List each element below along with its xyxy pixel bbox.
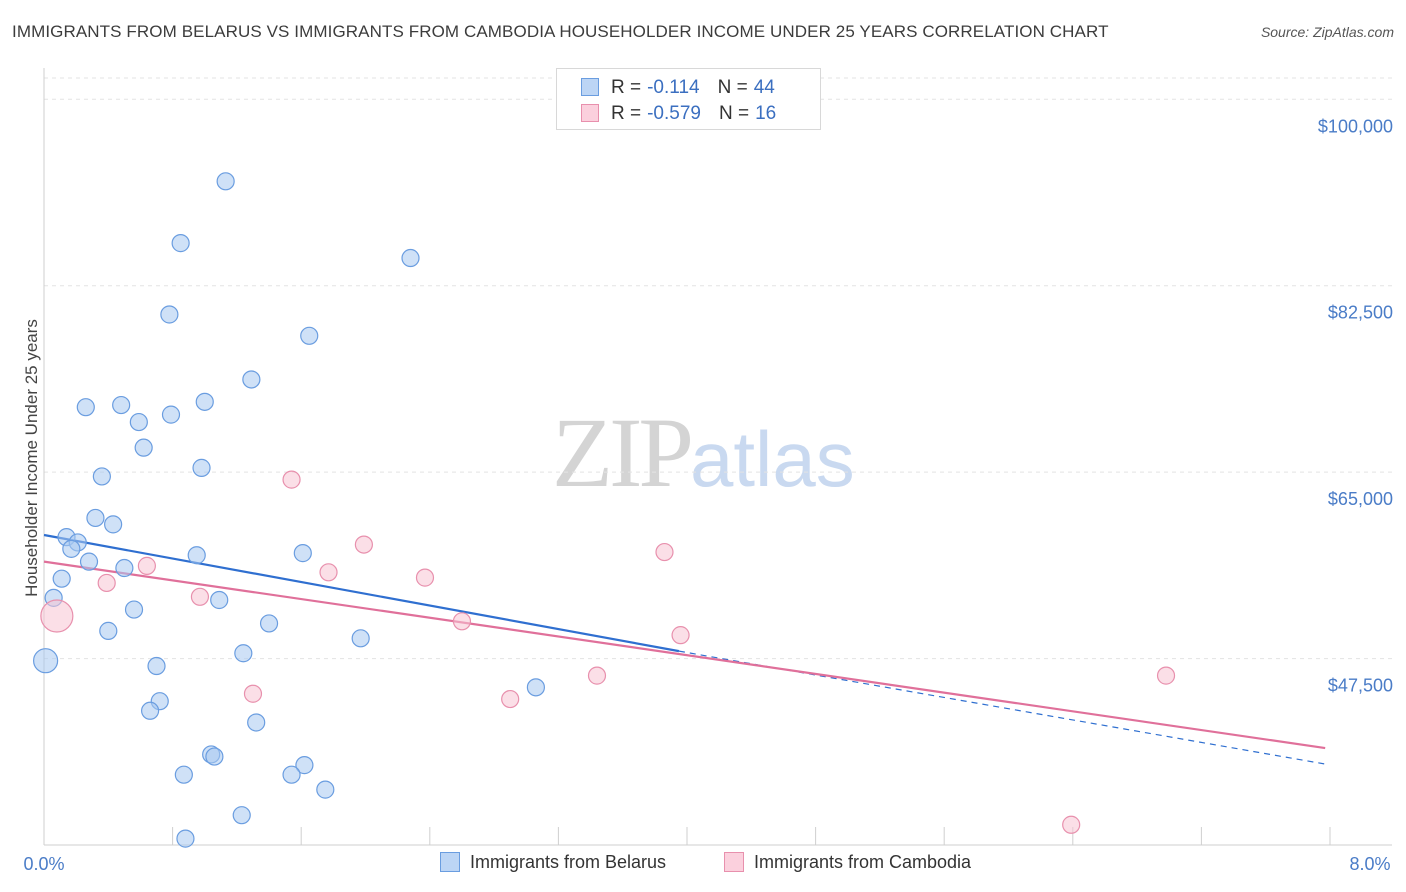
x-tick-label-min: 0.0%	[23, 854, 64, 874]
y-tick-label: $82,500	[1328, 303, 1393, 323]
legend-r-label: R =	[611, 77, 642, 98]
zipatlas-watermark: ZIPatlas	[552, 395, 855, 510]
point-belarus	[33, 648, 59, 674]
point-belarus	[293, 544, 312, 563]
label-layer: $100,000 $82,500 $65,000 $47,500 0.0% 8.0% Hou…	[22, 116, 1393, 874]
legend-label-cambodia: Immigrants from Cambodia	[754, 852, 972, 872]
point-belarus	[174, 765, 193, 784]
point-belarus	[234, 644, 253, 663]
legend-n-label: N =	[718, 103, 750, 124]
point-belarus	[161, 405, 181, 424]
trend-layer	[43, 533, 1326, 765]
point-belarus	[99, 621, 118, 640]
point-cambodia	[452, 612, 472, 631]
point-cambodia	[137, 556, 156, 575]
point-belarus	[232, 806, 251, 825]
point-belarus	[295, 756, 314, 775]
point-cambodia	[587, 666, 607, 685]
y-tick-label: $47,500	[1328, 676, 1393, 696]
point-belarus	[112, 395, 131, 415]
legend-n-value-belarus: 44	[753, 77, 775, 98]
point-belarus	[300, 326, 319, 345]
legend-swatch-cambodia	[724, 852, 744, 872]
points-layer	[33, 172, 1176, 848]
trend-line-belarus	[43, 533, 680, 653]
point-cambodia	[415, 568, 435, 587]
point-belarus	[62, 539, 81, 558]
point-belarus	[171, 234, 190, 253]
point-belarus	[79, 552, 99, 571]
legend-item-belarus: Immigrants from Belarus	[440, 852, 666, 873]
legend-swatch-belarus	[581, 78, 599, 96]
point-belarus	[147, 656, 166, 676]
legend-row-cambodia: R = -0.579 N = 16	[581, 103, 776, 127]
watermark-zip: ZIP	[552, 397, 694, 508]
point-cambodia	[1156, 666, 1176, 685]
y-tick-label: $100,000	[1318, 116, 1393, 136]
point-belarus	[282, 765, 301, 784]
point-belarus	[176, 829, 195, 848]
point-belarus	[160, 305, 179, 324]
point-cambodia	[40, 599, 74, 633]
legend-row-belarus: R = -0.114 N = 44	[581, 77, 775, 101]
legend-swatch-belarus	[440, 852, 460, 872]
point-belarus	[124, 600, 144, 619]
point-cambodia	[243, 684, 263, 703]
point-belarus	[92, 467, 111, 486]
legend-n-value-cambodia: 16	[755, 103, 777, 124]
point-belarus	[52, 569, 71, 588]
point-belarus	[134, 438, 153, 457]
point-belarus	[526, 678, 545, 697]
point-belarus	[242, 370, 261, 389]
legend-r-value-cambodia: -0.579	[647, 103, 701, 124]
watermark-atlas: atlas	[690, 415, 855, 503]
point-belarus	[205, 747, 224, 766]
point-belarus	[210, 590, 229, 610]
point-cambodia	[319, 563, 338, 582]
point-belarus	[259, 614, 279, 633]
legend-r-value-belarus: -0.114	[647, 77, 700, 98]
point-belarus	[247, 713, 266, 732]
point-belarus	[195, 392, 214, 411]
chart-title: IMMIGRANTS FROM BELARUS VS IMMIGRANTS FR…	[12, 22, 1109, 41]
point-belarus	[192, 458, 211, 477]
point-belarus	[115, 558, 134, 578]
point-belarus	[216, 172, 235, 191]
y-axis-label: Householder Income Under 25 years	[22, 319, 41, 597]
legend-r-label: R =	[611, 103, 642, 124]
legend-n-label: N =	[717, 77, 748, 98]
legend-swatch-cambodia	[581, 104, 599, 122]
point-cambodia	[671, 626, 690, 645]
point-belarus	[351, 629, 370, 648]
stats-legend: R = -0.114 N = 44 R = -0.579 N = 16	[556, 68, 821, 130]
point-cambodia	[655, 542, 674, 562]
point-belarus	[76, 398, 95, 417]
x-tick-label-max: 8.0%	[1349, 854, 1390, 874]
point-cambodia	[190, 587, 210, 606]
point-belarus	[316, 780, 335, 799]
point-belarus	[129, 412, 148, 432]
point-belarus	[401, 248, 420, 268]
chart-source: Source: ZipAtlas.com	[1260, 24, 1394, 40]
point-cambodia	[501, 689, 520, 709]
point-belarus	[86, 508, 105, 528]
y-tick-label: $65,000	[1328, 489, 1393, 509]
point-cambodia	[97, 573, 116, 593]
legend-label-belarus: Immigrants from Belarus	[470, 852, 667, 872]
point-cambodia	[1062, 815, 1081, 834]
trend-line-cambodia	[43, 560, 1326, 750]
legend-item-cambodia: Immigrants from Cambodia	[724, 852, 971, 873]
point-cambodia	[282, 470, 301, 489]
point-belarus	[187, 546, 206, 565]
point-belarus	[140, 701, 160, 720]
point-cambodia	[354, 535, 373, 554]
point-belarus	[104, 515, 123, 534]
